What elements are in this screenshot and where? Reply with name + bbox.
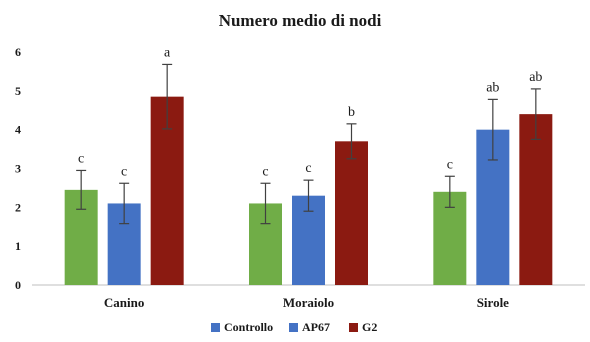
significance-label: a [164, 45, 171, 60]
significance-label: ab [486, 80, 499, 95]
legend-label: G2 [362, 320, 377, 334]
legend-label: Controllo [224, 320, 273, 334]
y-tick-label: 1 [15, 239, 21, 253]
legend-swatch [349, 323, 358, 332]
legend-swatch [211, 323, 220, 332]
significance-label: b [348, 105, 355, 120]
significance-label: c [78, 151, 84, 166]
significance-label: c [305, 161, 311, 176]
significance-label: ab [529, 70, 542, 85]
chart-title: Numero medio di nodi [219, 11, 382, 30]
x-tick-label: Canino [104, 295, 144, 310]
x-tick-label: Moraiolo [283, 295, 334, 310]
legend-label: AP67 [302, 320, 330, 334]
legend-swatch [289, 323, 298, 332]
y-tick-label: 6 [15, 45, 21, 59]
significance-label: c [262, 164, 268, 179]
y-tick-label: 4 [15, 123, 21, 137]
bar [335, 141, 368, 285]
legend: Controllo AP67 G2 [211, 320, 377, 334]
y-tick-label: 2 [15, 200, 21, 214]
x-tick-label: Sirole [477, 295, 509, 310]
bar [519, 114, 553, 285]
significance-label: c [447, 157, 453, 172]
y-tick-label: 5 [15, 84, 21, 98]
bars: c c a c c b c ab ab [64, 45, 553, 286]
y-tick-label: 3 [15, 162, 21, 176]
y-tick-label: 0 [15, 278, 21, 292]
significance-label: c [121, 164, 127, 179]
